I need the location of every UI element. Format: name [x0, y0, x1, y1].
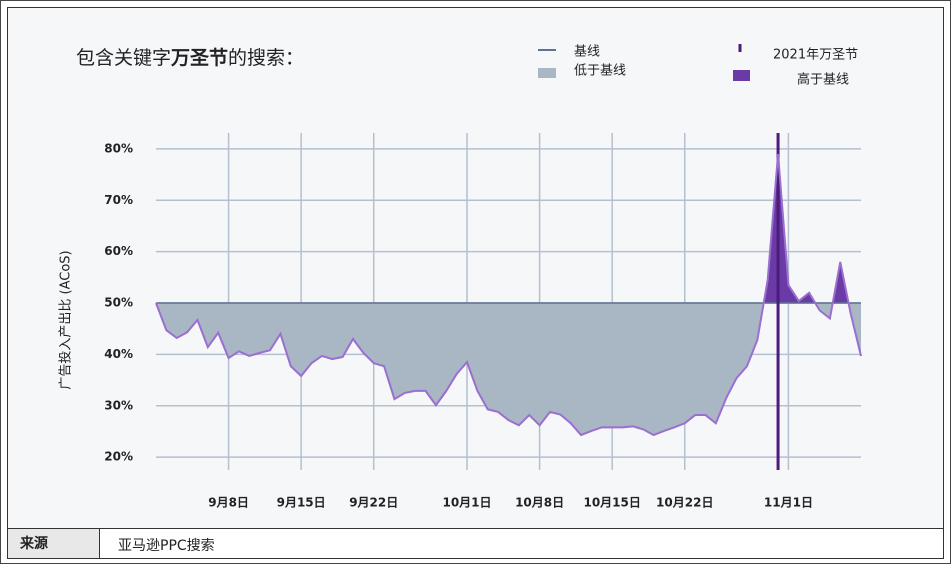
x-tick-label: 10月15日 — [583, 496, 640, 510]
y-tick-label: 20% — [104, 450, 133, 464]
y-tick-label: 70% — [104, 193, 133, 207]
x-tick-label: 9月8日 — [208, 496, 249, 510]
data-line — [155, 153, 862, 437]
y-axis-label: 广告投入产出比 (ACoS) — [58, 250, 74, 389]
y-tick-label: 30% — [104, 398, 133, 412]
legend-label: 高于基线 — [797, 72, 849, 88]
footer-label-cell — [7, 528, 100, 559]
title-prefix: 包含关键字 — [76, 47, 171, 69]
x-tick-label: 10月8日 — [515, 496, 564, 510]
below-area — [156, 303, 861, 436]
footer-label: 来源 — [19, 535, 48, 552]
footer-source: 亚马逊PPC搜索 — [118, 537, 215, 554]
legend-label: 2021年万圣节 — [773, 48, 858, 63]
x-tick-label: 10月1日 — [442, 496, 491, 510]
chart-title: 包含关键字万圣节的搜索： — [76, 47, 304, 69]
y-tick-label: 80% — [104, 141, 133, 155]
x-tick-label: 10月22日 — [656, 496, 713, 510]
legend-above-swatch — [733, 70, 750, 81]
x-tick-label: 9月22日 — [349, 496, 398, 510]
x-tick-label: 9月15日 — [277, 496, 326, 510]
y-tick-label: 60% — [104, 244, 133, 258]
title-suffix: 的搜索： — [228, 47, 304, 69]
legend-below-swatch — [538, 68, 556, 78]
legend-label: 低于基线 — [574, 64, 626, 79]
footer-source-cell — [99, 528, 944, 559]
x-tick-label: 11月1日 — [764, 496, 813, 510]
y-tick-label: 40% — [104, 347, 133, 361]
title-keyword: 万圣节 — [170, 47, 228, 69]
y-tick-label: 50% — [104, 296, 133, 310]
legend-label: 基线 — [574, 45, 600, 60]
